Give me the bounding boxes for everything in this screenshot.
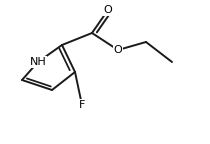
Text: O: O xyxy=(104,5,112,15)
Text: NH: NH xyxy=(30,57,46,67)
Text: O: O xyxy=(114,45,122,55)
Text: F: F xyxy=(79,100,85,110)
